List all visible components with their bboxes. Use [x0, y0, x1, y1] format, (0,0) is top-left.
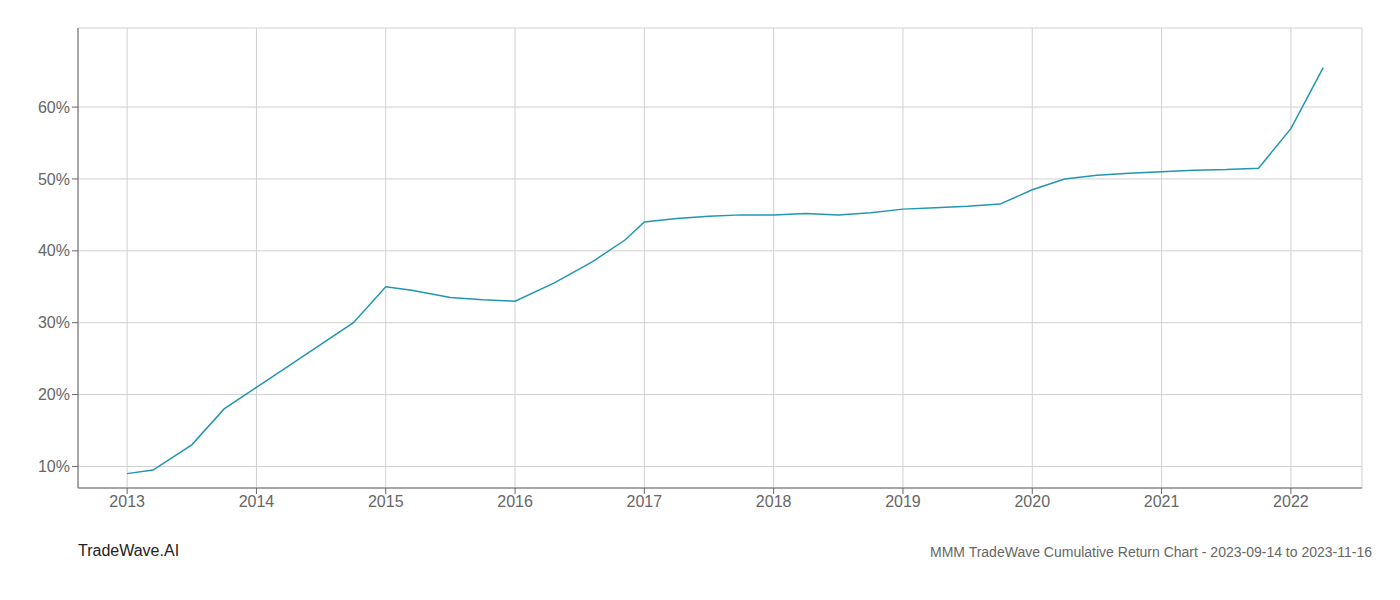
svg-text:2016: 2016	[497, 493, 533, 510]
svg-text:2021: 2021	[1144, 493, 1180, 510]
svg-text:50%: 50%	[38, 171, 70, 188]
svg-text:2020: 2020	[1014, 493, 1050, 510]
svg-text:2019: 2019	[885, 493, 921, 510]
svg-text:30%: 30%	[38, 314, 70, 331]
svg-text:2018: 2018	[756, 493, 792, 510]
html-text:MMM TradeWave Cumulative Retur: MMM TradeWave Cumulative Return Chart - …	[930, 544, 1372, 560]
svg-text:2014: 2014	[239, 493, 275, 510]
svg-text:2015: 2015	[368, 493, 404, 510]
svg-text:2013: 2013	[109, 493, 145, 510]
svg-text:60%: 60%	[38, 99, 70, 116]
svg-text:10%: 10%	[38, 458, 70, 475]
svg-text:40%: 40%	[38, 242, 70, 259]
svg-text:2017: 2017	[627, 493, 663, 510]
html-text:TradeWave.AI: TradeWave.AI	[78, 542, 180, 559]
svg-text:20%: 20%	[38, 386, 70, 403]
svg-text:2022: 2022	[1273, 493, 1309, 510]
